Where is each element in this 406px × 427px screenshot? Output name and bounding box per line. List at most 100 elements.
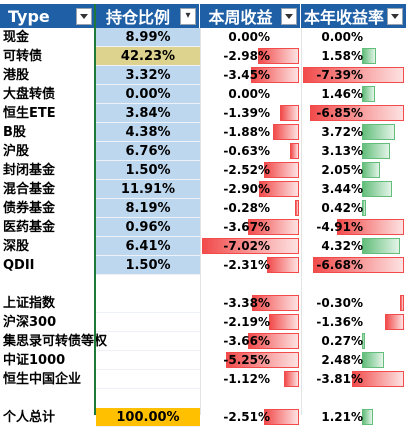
week-return-bar [202, 238, 299, 254]
week-return-value: -5.25% [223, 353, 270, 367]
table-row[interactable]: QDII 1.50% -2.31% -6.68% [0, 256, 406, 275]
table-row[interactable]: 封闭基金 1.50% -2.52% 2.05% [0, 161, 406, 180]
year-return-bar [362, 124, 395, 140]
week-return-value: -2.98% [223, 49, 270, 63]
table-row[interactable]: 可转债 42.23% -2.98% 1.58% [0, 47, 406, 66]
column-divider [94, 4, 96, 415]
week-return-value: -7.02% [223, 239, 270, 253]
type-cell: 现金 [3, 30, 30, 45]
type-cell: 集思录可转债等权 [3, 334, 108, 349]
week-return-bar [284, 371, 299, 387]
table-row[interactable]: 现金 8.99% 0.00% 0.00% [0, 28, 406, 47]
year-return-value: 0.27% [321, 334, 363, 348]
allocation-cell: 42.23% [96, 47, 200, 66]
type-cell: 大盘转债 [3, 87, 56, 102]
table-row[interactable]: 中证1000 -5.25% 2.48% [0, 351, 406, 370]
week-return-value: -0.63% [223, 144, 270, 158]
year-return-value: -7.39% [316, 68, 363, 82]
type-cell: 沪深300 [3, 315, 57, 330]
sort-dropdown-icon[interactable] [180, 7, 196, 25]
year-return-value: 2.05% [321, 163, 363, 177]
week-return-bar [269, 314, 299, 330]
year-return-value: 0.42% [321, 201, 363, 215]
filter-dropdown-icon[interactable] [76, 7, 92, 25]
header-year-return[interactable]: 本年收益率 [301, 4, 406, 28]
table-row[interactable]: 深股 6.41% -7.02% 4.32% [0, 237, 406, 256]
allocation-cell: 6.76% [96, 142, 200, 161]
year-return-bar [313, 257, 404, 273]
type-cell: B股 [3, 125, 26, 140]
table-row[interactable] [0, 275, 406, 294]
week-return-value: -1.12% [223, 372, 270, 386]
week-return-bar [280, 105, 299, 121]
year-return-value: 1.58% [321, 49, 363, 63]
header-allocation[interactable]: 持仓比例 [96, 4, 200, 28]
year-return-bar [362, 162, 380, 178]
table-row[interactable]: 混合基金 11.91% -2.90% 3.44% [0, 180, 406, 199]
table-row[interactable]: 债券基金 8.19% -0.28% 0.42% [0, 199, 406, 218]
table-row[interactable]: 沪股 6.76% -0.63% 3.13% [0, 142, 406, 161]
year-return-bar [337, 219, 404, 235]
year-return-bar [362, 143, 390, 159]
year-return-value: 3.13% [321, 144, 363, 158]
year-return-value: 3.72% [321, 125, 363, 139]
allocation-cell: 8.99% [96, 28, 200, 47]
year-return-bar [362, 238, 400, 254]
header-week-return[interactable]: 本周收益 [200, 4, 301, 28]
table-row[interactable]: 医药基金 0.96% -3.67% -4.91% [0, 218, 406, 237]
type-cell: 港股 [3, 68, 30, 83]
allocation-cell [96, 370, 200, 389]
year-return-bar [362, 86, 375, 102]
week-return-bar [248, 333, 299, 349]
week-return-bar [258, 48, 299, 64]
year-return-value: -0.30% [316, 296, 363, 310]
table-row[interactable] [0, 389, 406, 408]
year-return-bar [400, 295, 404, 311]
week-return-value: 0.00% [228, 30, 270, 44]
year-return-value: -4.91% [316, 220, 363, 234]
grid-line [200, 28, 201, 415]
table-row[interactable]: 沪深300 -2.19% -1.36% [0, 313, 406, 332]
allocation-cell: 1.50% [96, 256, 200, 275]
allocation-cell [96, 332, 200, 351]
type-cell: 中证1000 [3, 353, 66, 368]
year-return-value: -6.68% [316, 258, 363, 272]
week-return-value: -1.88% [223, 125, 270, 139]
filter-dropdown-icon[interactable] [387, 7, 403, 25]
year-return-bar [303, 67, 404, 83]
table-row[interactable]: B股 4.38% -1.88% 3.72% [0, 123, 406, 142]
year-return-bar [362, 352, 384, 368]
year-return-value: 3.44% [321, 182, 363, 196]
week-return-value: -1.39% [223, 106, 270, 120]
table-row[interactable]: 上证指数 -3.38% -0.30% [0, 294, 406, 313]
week-return-bar [251, 67, 299, 83]
allocation-cell [96, 294, 200, 313]
header-type[interactable]: Type [0, 4, 96, 28]
week-return-value: -2.19% [223, 315, 270, 329]
year-return-value: -3.81% [316, 372, 363, 386]
allocation-cell [96, 313, 200, 332]
table-row[interactable]: 集思录可转债等权 -3.66% 0.27% [0, 332, 406, 351]
table-row[interactable]: 港股 3.32% -3.45% -7.39% [0, 66, 406, 85]
type-cell: 恒生中国企业 [3, 372, 82, 387]
allocation-cell: 8.19% [96, 199, 200, 218]
type-cell: 个人总计 [3, 410, 56, 425]
week-return-value: -3.66% [223, 334, 270, 348]
grid-line [301, 28, 302, 415]
table-row[interactable]: 个人总计 100.00% -2.51% 1.21% [0, 408, 406, 427]
year-return-bar [362, 409, 373, 425]
week-return-bar [273, 124, 299, 140]
allocation-cell: 100.00% [96, 408, 200, 427]
table-row[interactable]: 大盘转债 0.00% 0.00% 1.46% [0, 85, 406, 104]
filter-dropdown-icon[interactable] [281, 7, 297, 25]
week-return-bar [290, 143, 299, 159]
allocation-cell: 6.41% [96, 237, 200, 256]
table-row[interactable]: 恒生中国企业 -1.12% -3.81% [0, 370, 406, 389]
table-row[interactable]: 恒生ETE 3.84% -1.39% -6.85% [0, 104, 406, 123]
allocation-cell: 3.32% [96, 66, 200, 85]
week-return-value: -3.67% [223, 220, 270, 234]
allocation-cell: 3.84% [96, 104, 200, 123]
header-type-label: Type [8, 6, 50, 26]
type-cell: 封闭基金 [3, 163, 56, 178]
